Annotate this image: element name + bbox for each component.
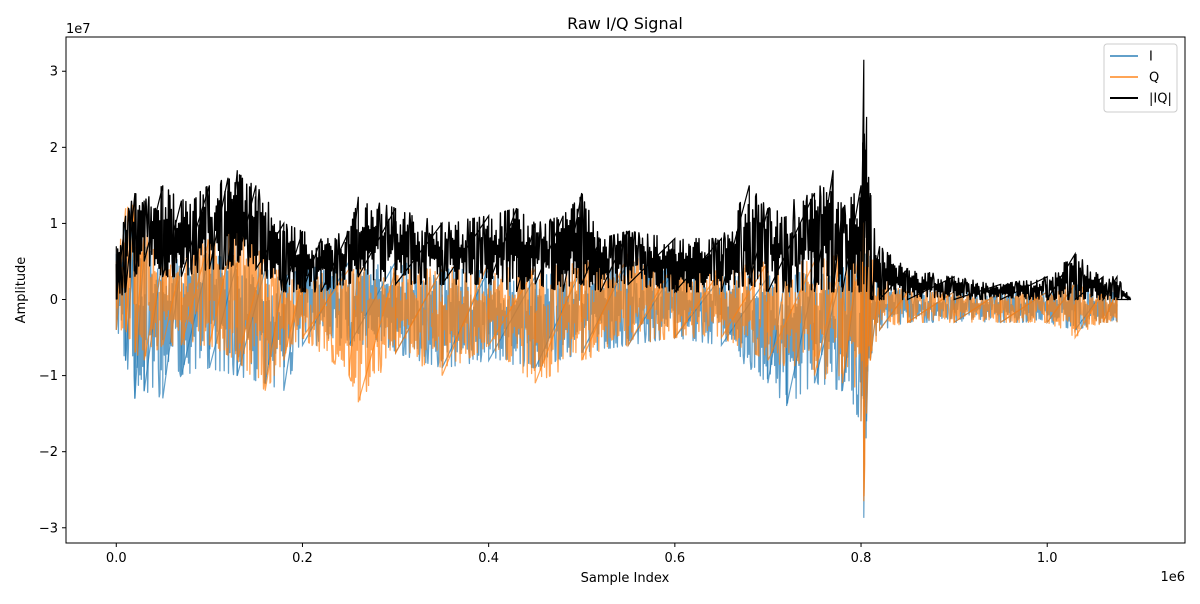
legend-label: I: [1149, 50, 1153, 65]
x-tick-label: 0.6: [664, 551, 685, 566]
legend-box: [1103, 43, 1178, 113]
y-tick-label: −1: [39, 369, 58, 384]
y-tick-label: −3: [39, 521, 58, 536]
y-axis-ticks: −3 −2 −1 0 1 2 3: [39, 65, 66, 536]
y-tick-label: 0: [50, 293, 58, 308]
x-axis-ticks: 0.0 0.2 0.4 0.6 0.8 1.0: [106, 543, 1058, 566]
y-axis-label: Amplitude: [14, 257, 29, 324]
series-peaks-iq-magnitude: [115, 59, 1131, 302]
x-tick-label: 0.8: [851, 551, 872, 566]
y-tick-label: −2: [39, 445, 58, 460]
y-tick-label: 2: [50, 141, 58, 156]
plot-frame: [65, 36, 1186, 544]
series-layer: [115, 59, 1132, 518]
x-tick-label: 0.4: [478, 551, 499, 566]
x-tick-label: 0.2: [292, 551, 313, 566]
y-axis-scale-label: 1e7: [66, 22, 91, 37]
x-tick-label: 1.0: [1037, 551, 1058, 566]
x-axis-scale-label: 1e6: [1160, 570, 1185, 585]
x-tick-label: 0.0: [106, 551, 127, 566]
y-tick-label: 1: [50, 217, 58, 232]
chart-title: Raw I/Q Signal: [567, 14, 683, 33]
legend-label: |IQ|: [1149, 92, 1172, 107]
series-line-iq-magnitude: [115, 133, 1132, 301]
x-axis-label: Sample Index: [581, 571, 670, 586]
legend: IQ |IQ|: [1103, 43, 1178, 113]
y-tick-label: 3: [50, 65, 58, 80]
legend-label: Q: [1149, 71, 1159, 86]
